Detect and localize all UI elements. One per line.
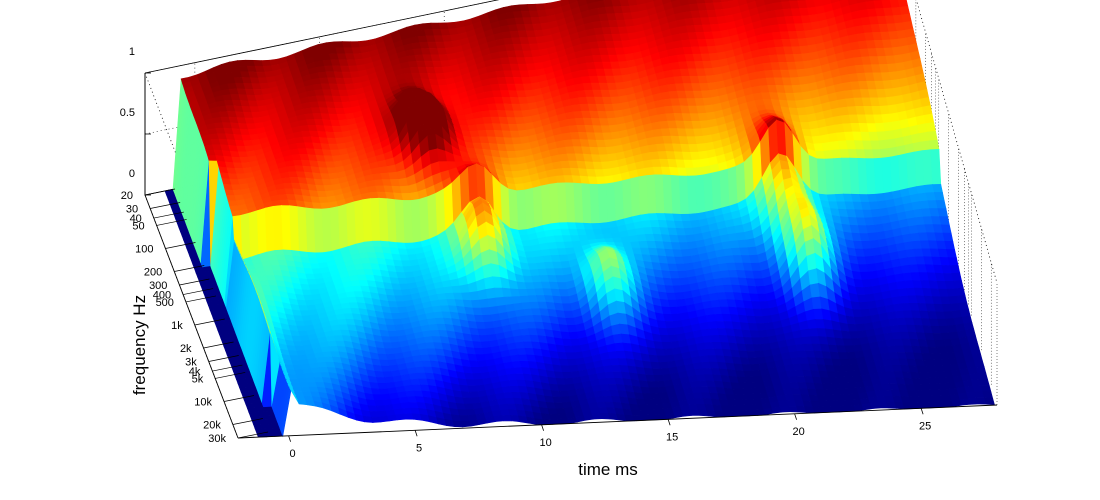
surface-cell — [972, 353, 983, 362]
surface-cell — [930, 148, 942, 185]
surface-cell — [975, 366, 987, 374]
surface-cell — [942, 232, 954, 242]
decay-surface — [164, 0, 995, 438]
surface-cell — [953, 280, 964, 290]
box-edge — [144, 0, 500, 74]
surface-cell — [940, 224, 952, 234]
surface-cell — [927, 130, 938, 142]
surface-cell — [954, 287, 966, 297]
surface-cell — [935, 200, 947, 209]
surface-cell — [939, 216, 950, 226]
surface-cell — [928, 139, 940, 151]
surface-cell — [937, 208, 949, 218]
surface-cell — [973, 359, 985, 368]
surface-cell — [925, 122, 936, 133]
box-edge — [915, 0, 998, 284]
surface-cell — [947, 257, 959, 266]
surface-cell — [934, 191, 945, 201]
surface-cell — [951, 272, 962, 282]
surface-cell — [923, 113, 935, 124]
surface-cell — [932, 183, 943, 193]
surface-cell — [944, 240, 955, 250]
surface-cell — [949, 264, 961, 274]
surface-cell — [921, 105, 933, 116]
surface-cell — [946, 249, 957, 258]
